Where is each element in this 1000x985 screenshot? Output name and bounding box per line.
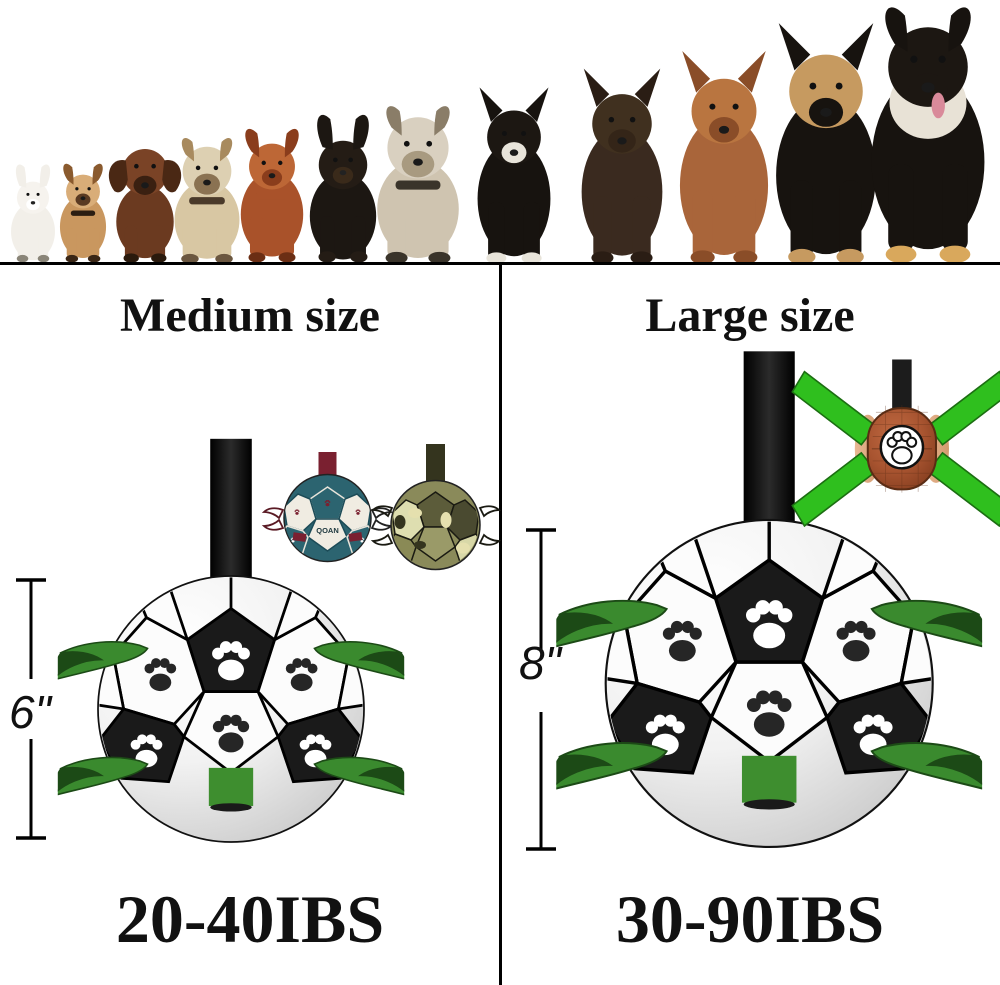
svg-text:QOAN: QOAN <box>316 526 339 535</box>
